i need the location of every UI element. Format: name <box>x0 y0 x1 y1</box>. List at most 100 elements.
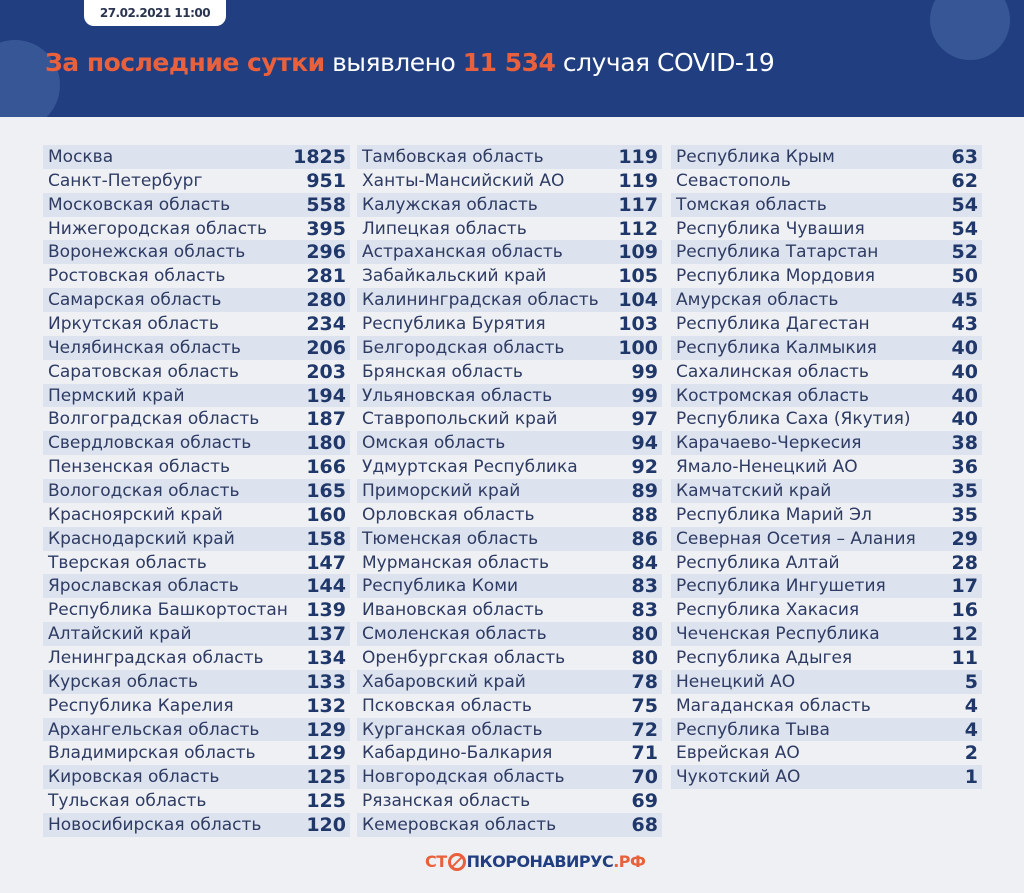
table-row: Новгородская область 70 <box>357 765 662 790</box>
region-name: Карачаево-Черкесия <box>676 433 862 454</box>
region-name: Республика Алтай <box>676 552 840 573</box>
region-name: Мурманская область <box>362 552 549 573</box>
case-value: 119 <box>618 145 658 168</box>
case-count: 11 534 <box>462 48 556 77</box>
table-row: Сахалинская область 40 <box>671 360 982 384</box>
region-name: Курганская область <box>362 719 543 740</box>
case-value: 92 <box>631 456 658 479</box>
region-name: Магаданская область <box>676 695 871 716</box>
region-name: Удмуртская Республика <box>362 457 578 478</box>
case-value: 97 <box>631 408 658 431</box>
virus-icon <box>930 0 1010 60</box>
title-mid: выявлено <box>332 48 456 77</box>
table-row: Приморский край 89 <box>357 479 662 503</box>
title-end: случая COVID-19 <box>562 48 775 77</box>
region-name: Республика Адыгея <box>676 647 853 668</box>
case-value: 38 <box>951 432 978 455</box>
region-name: Северная Осетия – Алания <box>676 528 916 549</box>
table-row: Ульяновская область 99 <box>357 383 662 408</box>
region-name: Республика Башкортостан <box>48 600 288 621</box>
table-row: Ямало-Ненецкий АО 36 <box>671 455 982 479</box>
case-value: 83 <box>631 575 658 598</box>
region-name: Томская область <box>676 194 827 215</box>
region-name: Новосибирская область <box>48 814 262 835</box>
table-row: Томская область 54 <box>671 192 982 217</box>
case-value: 71 <box>631 742 658 765</box>
table-row: Калининградская область 104 <box>357 288 662 313</box>
region-name: Волгоградская область <box>48 409 260 430</box>
table-row: Республика Саха (Якутия) 40 <box>671 407 982 431</box>
region-name: Чеченская Республика <box>676 624 880 645</box>
case-value: 84 <box>631 551 658 574</box>
case-value: 158 <box>306 527 346 550</box>
case-value: 16 <box>951 599 978 622</box>
table-row: Санкт-Петербург 951 <box>43 169 350 193</box>
case-value: 40 <box>951 408 978 431</box>
stopkoronavirus-logo: СТ ПКОРОНАВИРУС .РФ <box>425 852 646 871</box>
case-value: 105 <box>618 265 658 288</box>
table-row: Архангельская область 129 <box>43 717 350 742</box>
region-name: Хабаровский край <box>362 671 526 692</box>
region-name: Астраханская область <box>362 242 563 263</box>
case-value: 89 <box>631 479 658 502</box>
region-name: Ставропольский край <box>362 409 558 430</box>
column-2: Тамбовская область 119 Ханты-Мансийский АО… <box>357 145 662 837</box>
case-value: 139 <box>306 599 346 622</box>
table-row: Ленинградская область 134 <box>43 646 350 670</box>
table-row: Пермский край 194 <box>43 383 350 408</box>
column-1: Москва 1825 Санкт-Петербург 951 Московская о… <box>43 145 350 837</box>
case-value: 17 <box>951 575 978 598</box>
table-row: Тюменская область 86 <box>357 526 662 551</box>
case-value: 2 <box>964 742 978 765</box>
table-row: Мурманская область 84 <box>357 551 662 575</box>
case-value: 166 <box>306 456 346 479</box>
table-row: Свердловская область 180 <box>43 431 350 456</box>
title-highlight: За последние сутки <box>45 48 325 77</box>
case-value: 100 <box>618 336 658 359</box>
case-value: 83 <box>631 599 658 622</box>
region-name: Амурская область <box>676 290 839 311</box>
table-row: Севастополь 62 <box>671 169 982 193</box>
date-badge: 27.02.2021 11:00 <box>84 0 226 26</box>
table-row: Республика Коми 83 <box>357 574 662 599</box>
case-value: 296 <box>306 241 346 264</box>
table-row: Иркутская область 234 <box>43 312 350 336</box>
table-row: Камчатский край 35 <box>671 479 982 503</box>
case-value: 125 <box>306 790 346 813</box>
case-value: 45 <box>951 289 978 312</box>
case-value: 4 <box>964 694 978 717</box>
table-row: Республика Башкортостан 139 <box>43 598 350 622</box>
case-value: 144 <box>306 575 346 598</box>
case-value: 1825 <box>293 145 346 168</box>
case-value: 80 <box>631 646 658 669</box>
logo-suffix: .РФ <box>613 852 646 871</box>
case-value: 35 <box>951 503 978 526</box>
case-value: 99 <box>631 360 658 383</box>
case-value: 4 <box>964 718 978 741</box>
table-row: Республика Алтай 28 <box>671 551 982 575</box>
region-name: Псковская область <box>362 695 532 716</box>
column-3: Республика Крым 63 Севастополь 62 Томская об… <box>671 145 982 790</box>
table-row: Республика Тыва 4 <box>671 717 982 742</box>
table-row: Липецкая область 112 <box>357 217 662 241</box>
region-name: Еврейская АО <box>676 743 800 764</box>
table-row: Республика Дагестан 43 <box>671 312 982 336</box>
region-name: Липецкая область <box>362 218 527 239</box>
table-row: Челябинская область 206 <box>43 335 350 360</box>
table-row: Белгородская область 100 <box>357 335 662 360</box>
region-name: Ульяновская область <box>362 385 553 406</box>
case-value: 62 <box>951 169 978 192</box>
region-name: Республика Калмыкия <box>676 337 877 358</box>
table-row: Амурская область 45 <box>671 288 982 313</box>
region-name: Омская область <box>362 433 506 454</box>
region-name: Республика Марий Эл <box>676 504 872 525</box>
region-name: Пензенская область <box>48 457 231 478</box>
table-row: Алтайский край 137 <box>43 622 350 647</box>
region-name: Нижегородская область <box>48 218 267 239</box>
case-value: 187 <box>306 408 346 431</box>
case-value: 63 <box>951 145 978 168</box>
region-name: Костромская область <box>676 385 869 406</box>
region-name: Краснодарский край <box>48 528 235 549</box>
table-row: Ставропольский край 97 <box>357 407 662 431</box>
table-row: Республика Чувашия 54 <box>671 217 982 241</box>
